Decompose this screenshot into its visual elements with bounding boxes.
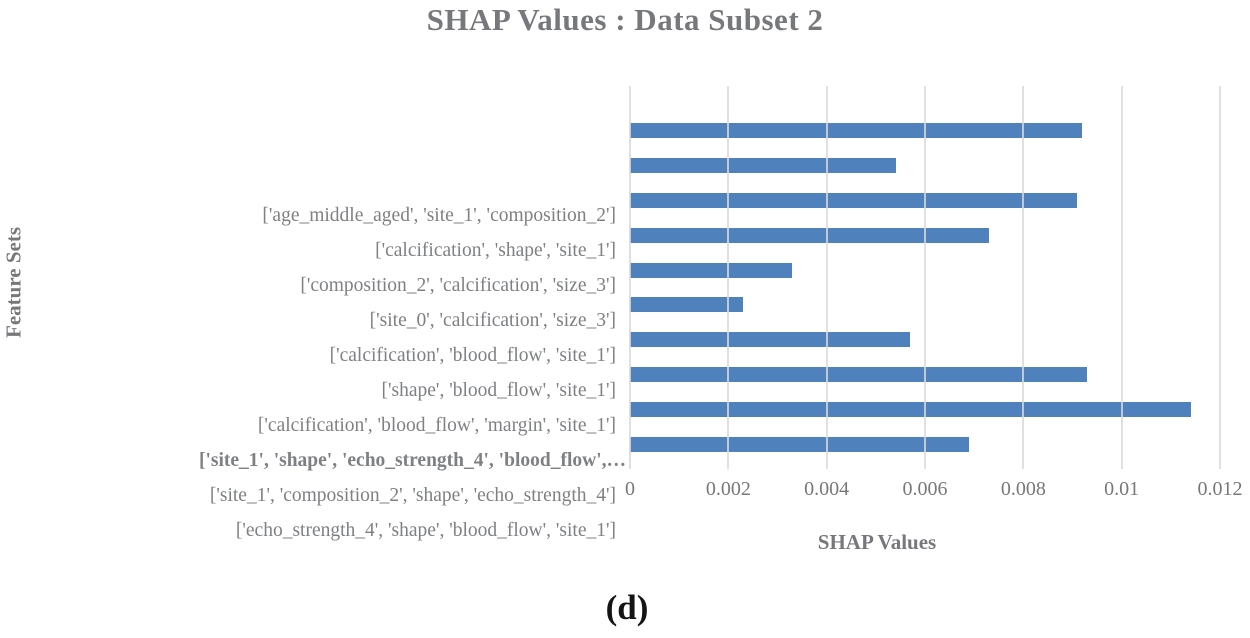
bar-row: [630, 113, 1220, 148]
gridline: [727, 86, 730, 469]
category-label: ['shape', 'blood_flow', 'site_1']: [381, 379, 616, 401]
category-label: ['composition_2', 'calcification', 'size…: [300, 275, 616, 297]
bar: [630, 437, 970, 453]
bar: [630, 367, 1088, 383]
bar-row: [630, 322, 1220, 357]
figure-caption: (d): [605, 588, 649, 627]
plot-area: [629, 86, 1221, 469]
category-label: ['calcification', 'shape', 'site_1']: [375, 240, 616, 262]
bar: [630, 402, 1191, 418]
x-tick-label: 0.002: [705, 478, 751, 500]
category-label: ['age_middle_aged', 'site_1', 'compositi…: [262, 205, 616, 227]
bar-series: [630, 113, 1220, 462]
category-label: ['site_0', 'calcification', 'size_3']: [369, 310, 616, 332]
bar-row: [630, 183, 1220, 218]
gridline: [1219, 86, 1221, 469]
bar: [630, 122, 1083, 138]
x-axis-tick-labels: 0 0.002 0.004 0.006 0.008 0.01 0.012: [625, 478, 1243, 504]
gridline: [1022, 86, 1025, 469]
bar-row: [630, 427, 1220, 462]
bar-row: [630, 357, 1220, 392]
category-label: ['site_1', 'composition_2', 'shape', 'ec…: [209, 484, 616, 506]
gridline: [1120, 86, 1123, 469]
bar: [630, 192, 1078, 208]
bar-row: [630, 392, 1220, 427]
category-label: ['echo_strength_4', 'shape', 'blood_flow…: [235, 519, 616, 541]
x-tick-label: 0: [625, 478, 635, 500]
category-label: ['calcification', 'blood_flow', 'site_1'…: [329, 345, 616, 367]
x-tick-label: 0.004: [804, 478, 850, 500]
x-tick-label: 0.01: [1104, 478, 1140, 500]
x-tick-label: 0.012: [1197, 478, 1243, 500]
bar: [630, 157, 896, 173]
bar-row: [630, 253, 1220, 288]
bar: [630, 332, 911, 348]
bar: [630, 227, 989, 243]
category-axis-labels: ['age_middle_aged', 'site_1', 'compositi…: [0, 199, 630, 548]
bar: [630, 262, 793, 278]
gridline: [924, 86, 926, 469]
bar: [630, 297, 744, 313]
bar-row: [630, 148, 1220, 183]
x-tick-label: 0.006: [902, 478, 948, 500]
gridline: [825, 86, 828, 469]
gridline: [629, 86, 631, 469]
x-tick-label: 0.008: [1000, 478, 1046, 500]
bar-row: [630, 288, 1220, 323]
category-label: ['site_1', 'shape', 'echo_strength_4', '…: [198, 449, 626, 471]
chart-title: SHAP Values : Data Subset 2: [426, 2, 824, 37]
bar-row: [630, 218, 1220, 253]
category-label: ['calcification', 'blood_flow', 'margin'…: [257, 414, 616, 436]
x-axis-title: SHAP Values: [817, 530, 937, 554]
